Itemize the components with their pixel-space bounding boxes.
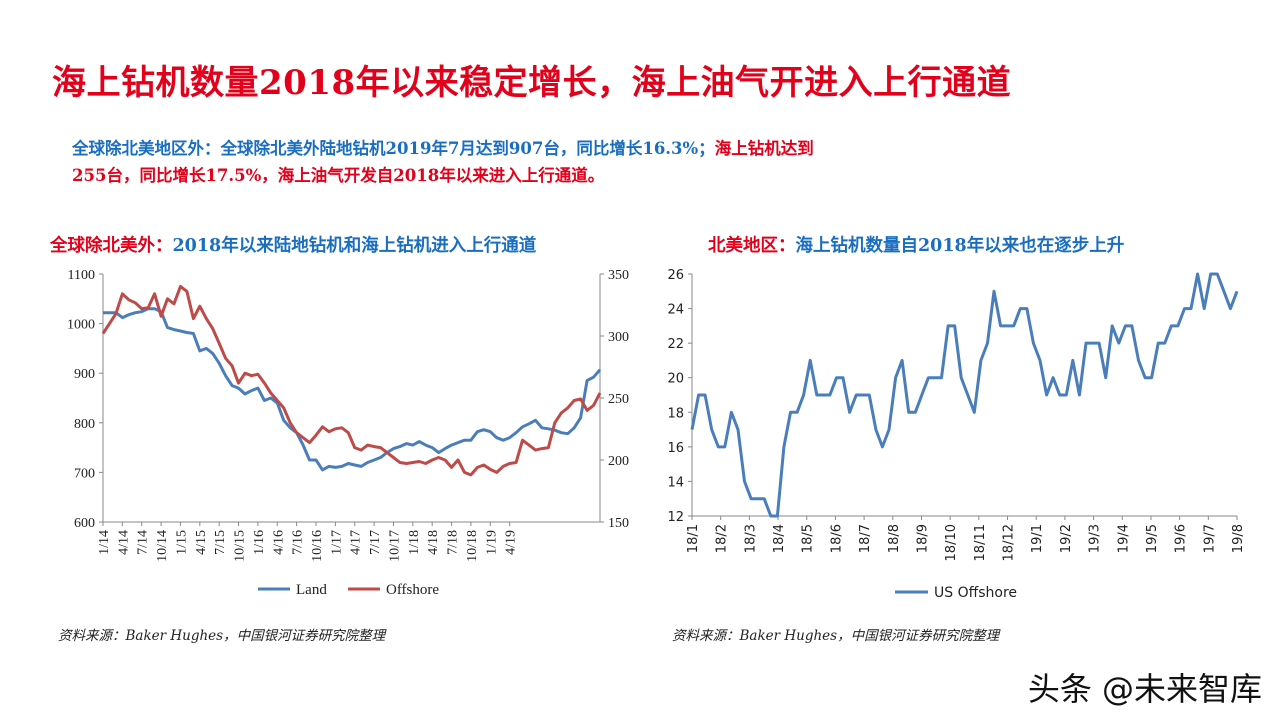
left-chart-title-red: 全球除北美外： <box>50 236 173 256</box>
x-tick-label: 4/16 <box>271 530 286 555</box>
x-tick-label: 4/15 <box>194 530 209 555</box>
right-chart: 12 14 16 18 20 22 24 26 18/1 18/2 18/3 18/4 18/5 18/6… <box>667 268 1246 601</box>
x-tick-label: 19/1 <box>1030 524 1045 553</box>
x-tick-label: 1/17 <box>329 530 344 555</box>
y-left-tick-label: 1000 <box>67 318 95 333</box>
series-line-land <box>103 307 602 472</box>
y-tick-label: 26 <box>667 268 684 283</box>
y-tick-label: 22 <box>667 337 684 352</box>
left-chart: 600 700 800 900 1000 1100 150 200 250 300 350 1/14 4… <box>67 268 629 598</box>
x-tick-label: 1/16 <box>252 530 267 555</box>
x-tick-label: 1/14 <box>97 530 112 555</box>
x-tick-label: 19/8 <box>1231 524 1246 553</box>
x-tick-label: 19/4 <box>1116 524 1131 553</box>
legend-label-land: Land <box>296 582 327 598</box>
summary-line-1: 全球除北美地区外：全球除北美外陆地钻机2019年7月达到907台，同比增长16.… <box>72 135 1002 162</box>
x-tick-label: 10/17 <box>387 530 402 562</box>
y-tick-label: 24 <box>667 303 684 318</box>
x-tick-label: 4/19 <box>504 530 519 555</box>
legend-label-offshore: Offshore <box>386 582 439 598</box>
y-right-tick-label: 150 <box>608 516 629 531</box>
summary-red-text-2: 255台，同比增长17.5%，海上油气开发自2018年以来进入上行通道。 <box>72 166 605 185</box>
y-right-tick-label: 200 <box>608 454 629 469</box>
series-line-offshore <box>101 284 602 477</box>
x-tick-label: 7/15 <box>213 530 228 555</box>
x-tick-label: 10/18 <box>465 530 480 562</box>
x-tick-label: 18/4 <box>772 524 787 553</box>
summary-text: 全球除北美地区外：全球除北美外陆地钻机2019年7月达到907台，同比增长16.… <box>72 135 1002 189</box>
x-tick-label: 7/17 <box>368 530 383 555</box>
y-right-tick-label: 350 <box>608 268 629 283</box>
y-right-tick-label: 300 <box>608 330 629 345</box>
summary-line-2: 255台，同比增长17.5%，海上油气开发自2018年以来进入上行通道。 <box>72 162 1002 189</box>
y-left-tick-label: 900 <box>74 367 95 382</box>
x-tick-label: 19/6 <box>1174 524 1189 553</box>
summary-red-text-1: 海上钻机达到 <box>714 139 814 158</box>
left-chart-source: 资料来源：Baker Hughes，中国银河证券研究院整理 <box>58 628 386 644</box>
x-tick-label: 7/18 <box>446 530 461 555</box>
x-tick-label: 19/7 <box>1202 524 1217 553</box>
x-tick-label: 18/11 <box>973 524 988 561</box>
x-tick-label: 18/3 <box>743 524 758 553</box>
page-title: 海上钻机数量2018年以来稳定增长，海上油气开进入上行通道 <box>52 63 1012 103</box>
right-chart-title: 北美地区：海上钻机数量自2018年以来也在逐步上升 <box>708 232 1124 257</box>
y-tick-label: 18 <box>667 406 684 421</box>
x-tick-label: 18/1 <box>686 524 701 553</box>
y-left-tick-label: 700 <box>74 466 95 481</box>
x-tick-label: 18/5 <box>801 524 816 553</box>
y-left-tick-label: 800 <box>74 417 95 432</box>
x-tick-label: 1/19 <box>484 530 499 555</box>
x-tick-label: 7/16 <box>291 530 306 555</box>
x-tick-label: 19/3 <box>1088 524 1103 553</box>
x-tick-label: 18/2 <box>715 524 730 553</box>
x-tick-label: 4/14 <box>116 530 131 555</box>
x-tick-label: 4/17 <box>349 530 364 555</box>
y-left-tick-label: 1100 <box>68 268 95 283</box>
right-chart-title-red: 北美地区： <box>708 236 796 256</box>
x-tick-label: 10/16 <box>310 530 325 562</box>
y-tick-label: 16 <box>667 441 684 456</box>
x-tick-label: 1/15 <box>174 530 189 555</box>
y-right-tick-label: 250 <box>608 392 629 407</box>
x-tick-label: 10/15 <box>233 530 248 562</box>
x-tick-label: 18/9 <box>915 524 930 553</box>
right-chart-source: 资料来源：Baker Hughes，中国银河证券研究院整理 <box>672 628 1000 644</box>
series-line-us-offshore <box>690 272 1239 518</box>
left-chart-title: 全球除北美外：2018年以来陆地钻机和海上钻机进入上行通道 <box>50 232 536 257</box>
x-tick-label: 18/8 <box>887 524 902 553</box>
x-tick-label: 19/5 <box>1145 524 1160 553</box>
x-tick-label: 18/7 <box>858 524 873 553</box>
x-tick-label: 7/14 <box>136 530 151 555</box>
x-tick-label: 19/2 <box>1059 524 1074 553</box>
left-chart-title-blue: 2018年以来陆地钻机和海上钻机进入上行通道 <box>172 236 537 256</box>
x-tick-label: 18/10 <box>944 524 959 561</box>
y-tick-label: 20 <box>667 372 684 387</box>
legend-label-us-offshore: US Offshore <box>934 585 1017 601</box>
x-tick-label: 1/18 <box>407 530 422 555</box>
right-chart-title-blue: 海上钻机数量自2018年以来也在逐步上升 <box>795 236 1125 256</box>
x-tick-label: 4/18 <box>426 530 441 555</box>
summary-blue-text: 全球除北美地区外：全球除北美外陆地钻机2019年7月达到907台，同比增长16.… <box>72 139 715 158</box>
y-left-tick-label: 600 <box>74 516 95 531</box>
x-tick-label: 18/12 <box>1002 524 1017 561</box>
y-tick-label: 14 <box>667 475 684 490</box>
x-tick-label: 10/14 <box>155 530 170 562</box>
y-tick-label: 12 <box>667 510 684 525</box>
watermark: 头条 @未来智库 <box>1027 670 1262 708</box>
x-tick-label: 18/6 <box>829 524 844 553</box>
